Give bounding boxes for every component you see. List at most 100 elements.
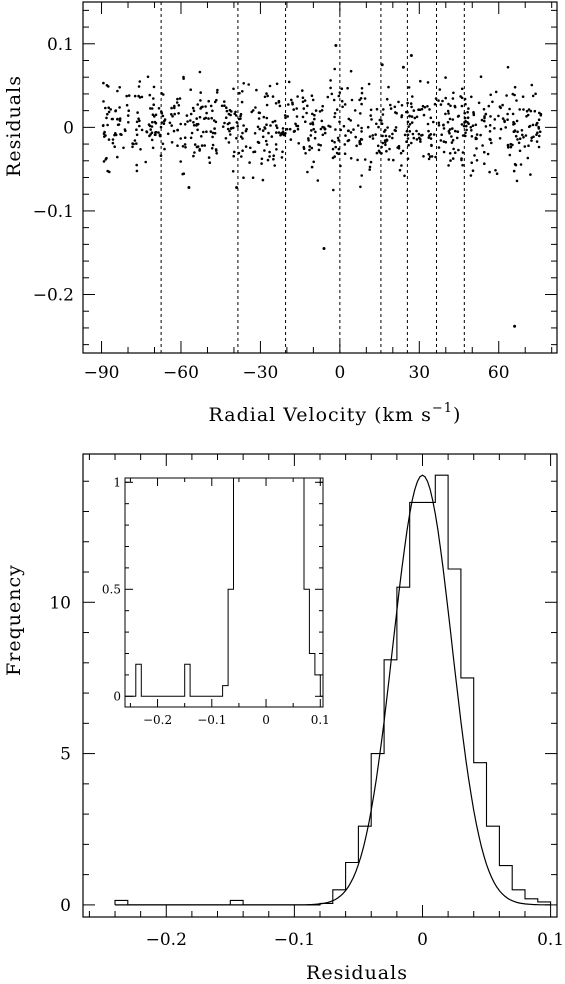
scatter-point	[421, 104, 425, 108]
scatter-point	[113, 145, 116, 148]
scatter-point	[160, 111, 164, 115]
scatter-point	[360, 126, 363, 130]
scatter-point	[181, 172, 184, 176]
scatter-point	[173, 104, 176, 108]
scatter-point	[196, 103, 199, 106]
scatter-point	[386, 126, 389, 129]
inset-plot: −0.2 −0.1 0 0.1 0 0.5 1	[102, 475, 330, 727]
scatter-point	[266, 158, 270, 162]
y-tick-label: −0.1	[33, 202, 74, 222]
scatter-point	[427, 152, 431, 156]
scatter-point	[301, 89, 304, 92]
scatter-point	[395, 111, 398, 115]
scatter-point	[319, 144, 323, 147]
scatter-point	[491, 100, 494, 104]
scatter-point	[291, 103, 294, 106]
top-y-axis-label: Residuals	[3, 75, 25, 177]
scatter-point	[225, 109, 229, 113]
top-ticks: −90 −60 −30 0 30 60 0.1 0 −0.1 −0.2	[33, 2, 557, 383]
scatter-point	[359, 185, 362, 189]
scatter-point	[241, 90, 244, 93]
scatter-point	[175, 101, 179, 104]
scatter-point	[116, 117, 119, 121]
scatter-point	[226, 127, 230, 131]
scatter-point	[313, 117, 316, 121]
scatter-point	[263, 126, 266, 129]
x-tick-label: 0	[334, 363, 345, 383]
scatter-point	[186, 120, 189, 123]
scatter-point	[200, 144, 204, 147]
scatter-point	[131, 145, 134, 149]
scatter-point	[127, 121, 130, 124]
scatter-point	[442, 123, 445, 127]
scatter-point	[237, 117, 241, 121]
scatter-point	[316, 179, 320, 182]
scatter-point	[338, 120, 341, 124]
scatter-point	[160, 121, 164, 124]
scatter-point	[171, 115, 174, 118]
scatter-point	[280, 132, 284, 136]
scatter-point	[196, 145, 200, 148]
scatter-point	[163, 147, 166, 151]
scatter-point	[484, 112, 488, 116]
scatter-point	[332, 98, 336, 102]
scatter-point	[337, 147, 341, 151]
scatter-point	[506, 65, 510, 69]
scatter-point	[157, 107, 161, 110]
scatter-point	[391, 136, 394, 140]
scatter-point	[176, 97, 179, 101]
scatter-point	[296, 127, 300, 131]
scatter-point	[251, 176, 255, 179]
scatter-point	[278, 104, 282, 108]
scatter-point	[419, 79, 422, 83]
scatter-point	[106, 112, 109, 116]
scatter-point	[501, 117, 505, 120]
scatter-point	[448, 117, 452, 121]
scatter-point	[168, 121, 172, 125]
scatter-point	[241, 149, 244, 152]
scatter-point	[161, 142, 165, 146]
scatter-point	[149, 107, 152, 110]
scatter-point	[412, 136, 416, 140]
scatter-point	[127, 109, 130, 112]
scatter-point	[399, 151, 403, 155]
scatter-point	[422, 155, 425, 158]
scatter-point	[420, 107, 424, 111]
scatter-point	[138, 96, 142, 99]
scatter-point	[363, 158, 367, 161]
x-tick-label: 60	[488, 363, 510, 383]
scatter-point	[183, 143, 187, 146]
y-tick-label: 5	[60, 745, 71, 765]
scatter-point	[320, 119, 324, 123]
scatter-point	[513, 162, 517, 166]
scatter-point	[337, 139, 341, 142]
scatter-point	[506, 112, 509, 116]
scatter-point	[137, 85, 141, 88]
scatter-point	[477, 101, 481, 105]
scatter-point	[231, 170, 235, 173]
scatter-point	[384, 141, 387, 144]
scatter-point	[119, 132, 122, 136]
scatter-point	[381, 134, 384, 138]
scatter-point	[150, 131, 154, 134]
scatter-point	[285, 127, 289, 131]
scatter-point	[286, 115, 290, 118]
scatter-point	[511, 92, 515, 96]
scatter-point	[102, 124, 105, 127]
scatter-point	[529, 173, 532, 176]
scatter-point	[275, 126, 279, 130]
scatter-point	[520, 129, 524, 132]
scatter-point	[463, 116, 467, 120]
scatter-point	[360, 174, 364, 177]
scatter-point	[405, 140, 408, 143]
scatter-point	[419, 138, 422, 141]
scatter-point	[154, 113, 158, 117]
scatter-point	[397, 147, 401, 150]
scatter-point	[406, 101, 409, 105]
scatter-point	[161, 114, 165, 118]
scatter-point	[234, 110, 237, 114]
scatter-point	[179, 137, 182, 140]
scatter-point	[208, 161, 212, 164]
scatter-point	[467, 107, 470, 110]
